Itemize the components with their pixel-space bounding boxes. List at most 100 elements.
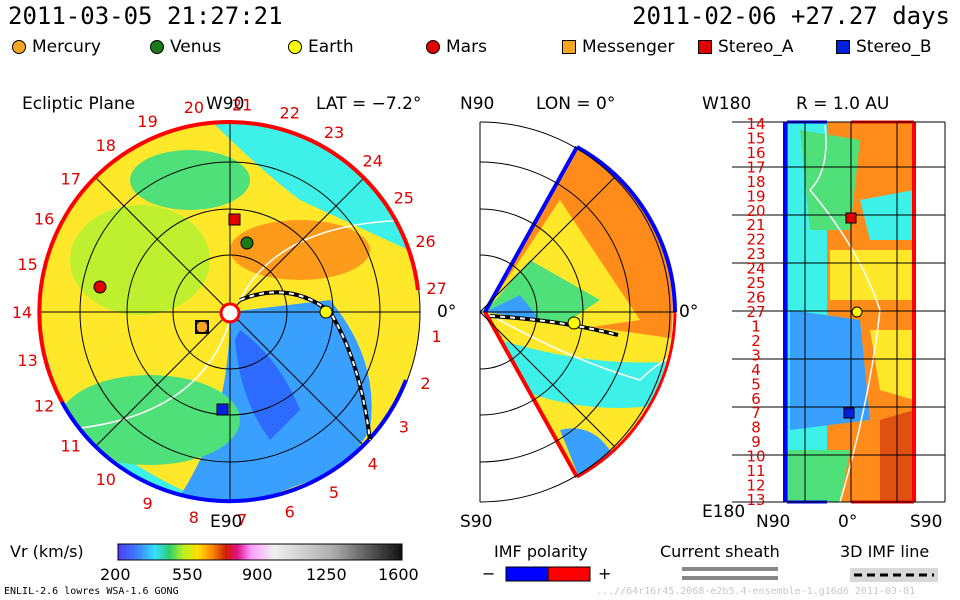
radial-day-ticks: 1415161718192021222324252627123456789101… — [746, 115, 765, 509]
radial-day-tick: 7 — [751, 404, 761, 422]
radial-day-tick: 22 — [746, 231, 765, 249]
radial-day-tick: 6 — [751, 390, 761, 408]
earth-marker — [319, 305, 333, 319]
stereo-a-marker-icon — [698, 40, 712, 54]
colorbar-tick-1250: 1250 — [306, 565, 347, 584]
run-datetime: 2011-02-06 +27.27 days — [632, 2, 950, 30]
mercury-marker — [195, 320, 209, 334]
venus-marker — [240, 236, 254, 250]
meridional-top-label: N90 — [460, 94, 495, 114]
ecliptic-right-label: 0° — [437, 302, 457, 322]
velocity-colorbar — [117, 543, 403, 561]
ecliptic-day-tick: 22 — [280, 104, 300, 123]
radial-stereo-a-marker — [845, 212, 857, 224]
radial-day-tick: 25 — [746, 274, 765, 292]
ecliptic-day-tick: 5 — [329, 483, 339, 502]
ecliptic-day-tick: 14 — [12, 303, 32, 322]
radial-day-tick: 5 — [751, 375, 761, 393]
legend-stereo-b: Stereo_B — [836, 37, 932, 57]
ecliptic-day-tick: 12 — [34, 396, 54, 415]
radial-stereo-b-marker — [843, 407, 855, 419]
radial-day-tick: 9 — [751, 433, 761, 451]
radial-day-tick: 21 — [746, 216, 765, 234]
ecliptic-day-tick: 25 — [394, 189, 414, 208]
radial-day-tick: 2 — [751, 332, 761, 350]
venus-marker-icon — [150, 40, 164, 54]
ecliptic-title: Ecliptic Plane — [22, 94, 136, 114]
current-datetime: 2011-03-05 21:27:21 — [8, 2, 283, 30]
stereo-b-marker-icon — [836, 40, 850, 54]
ecliptic-day-tick: 9 — [143, 494, 153, 513]
ecliptic-day-tick: 8 — [189, 508, 199, 527]
ecliptic-day-tick: 1 — [432, 327, 442, 346]
ecliptic-day-tick: 11 — [61, 437, 81, 456]
ecliptic-day-tick: 4 — [368, 454, 378, 473]
radial-day-tick: 4 — [751, 361, 761, 379]
meridional-earth-marker — [567, 316, 581, 330]
mars-marker-icon — [426, 40, 440, 54]
radial-day-tick: 13 — [746, 491, 765, 509]
ecliptic-bottom-label: E90 — [210, 512, 243, 532]
radial-day-tick: 12 — [746, 477, 765, 495]
colorbar-tick-550: 550 — [172, 565, 203, 584]
radial-day-tick: 24 — [746, 260, 765, 278]
legend-stereo-a: Stereo_A — [698, 37, 794, 57]
colorbar-label: Vr (km/s) — [10, 542, 84, 561]
radial-x-label-s90: S90 — [910, 512, 943, 532]
ecliptic-day-tick: 21 — [232, 95, 252, 114]
radial-x-label-n90: N90 — [756, 512, 791, 532]
ecliptic-day-tick: 15 — [17, 255, 37, 274]
run-id-footer: ...//64r16r45.2068-e2b5.4-ensemble-1.g16… — [596, 586, 916, 597]
imf-minus-label: − — [482, 564, 496, 583]
radial-day-tick: 17 — [746, 158, 765, 176]
radial-day-tick: 26 — [746, 289, 765, 307]
imf-negative-swatch — [505, 566, 549, 582]
ecliptic-day-tick: 19 — [137, 112, 157, 131]
radial-top-label: W180 — [702, 94, 752, 114]
ecliptic-day-tick: 6 — [285, 502, 295, 521]
ecliptic-day-tick: 23 — [324, 123, 344, 142]
ecliptic-day-tick: 7 — [237, 511, 247, 530]
meridional-right-label: 0° — [679, 302, 699, 322]
ecliptic-day-tick: 20 — [184, 98, 204, 117]
radial-day-tick: 1 — [751, 318, 761, 336]
radial-x-label-zero: 0° — [838, 512, 858, 532]
radial-day-tick: 8 — [751, 419, 761, 437]
messenger-marker-icon — [562, 40, 576, 54]
imf-positive-swatch — [547, 566, 591, 582]
ecliptic-day-tick: 2 — [420, 374, 430, 393]
sun-marker — [219, 302, 241, 324]
radial-day-tick: 10 — [746, 448, 765, 466]
legend-mercury: Mercury — [12, 37, 101, 57]
mercury-marker-icon — [12, 40, 26, 54]
radial-day-tick: 27 — [746, 303, 765, 321]
current-sheath-swatch — [680, 566, 780, 584]
ecliptic-top-label: W90 — [206, 94, 245, 114]
radial-day-tick: 16 — [746, 144, 765, 162]
stereo-a-marker — [228, 213, 241, 226]
legend-mars: Mars — [426, 37, 487, 57]
legend-earth: Earth — [288, 37, 354, 57]
radial-map-plot: 1415161718192021222324252627123456789101… — [732, 115, 946, 509]
ecliptic-day-tick: 16 — [34, 210, 54, 229]
legend-messenger: Messenger — [562, 37, 674, 57]
model-footer: ENLIL-2.6 lowres WSA-1.6 GONG — [4, 586, 179, 597]
stereo-b-marker — [216, 403, 229, 416]
radial-r-label: R = 1.0 AU — [796, 94, 890, 114]
colorbar-tick-1600: 1600 — [378, 565, 419, 584]
ecliptic-day-tick: 27 — [426, 279, 446, 298]
ecliptic-day-tick: 18 — [96, 136, 116, 155]
meridional-bottom-label: S90 — [460, 512, 493, 532]
ecliptic-day-tick: 17 — [61, 169, 81, 188]
imf-polarity-title: IMF polarity — [494, 542, 588, 561]
ecliptic-day-ticks: 20 21 222324252627123456789101112131415161… — [12, 95, 447, 529]
imf-plus-label: + — [598, 564, 612, 583]
radial-bottom-label: E180 — [702, 502, 746, 522]
mars-marker — [93, 280, 107, 294]
ecliptic-day-tick: 3 — [399, 417, 409, 436]
radial-day-tick: 20 — [746, 202, 765, 220]
ecliptic-plane-plot: 20 21 222324252627123456789101112131415161… — [12, 95, 447, 529]
ecliptic-day-tick: 26 — [415, 232, 435, 251]
radial-earth-marker — [851, 306, 863, 318]
